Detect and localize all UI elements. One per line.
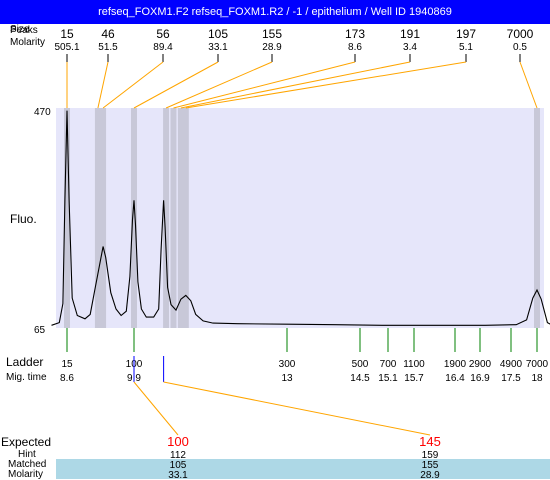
- peak-molarity-label: 28.9: [262, 42, 282, 53]
- hint-value: 112: [170, 450, 186, 461]
- peak-callout-line: [165, 61, 273, 109]
- peak-molarity-label: 505.1: [54, 42, 79, 53]
- ladder-label: Ladder: [6, 355, 44, 369]
- peak-callout-line: [102, 61, 164, 109]
- ladder-size-label: 700: [380, 359, 397, 370]
- peak-size-label: 56: [156, 27, 170, 41]
- peak-callout-line: [133, 61, 219, 109]
- peak-band: [534, 108, 540, 328]
- peak-molarity-label: 3.4: [403, 42, 417, 53]
- peak-callout-line: [97, 61, 109, 109]
- peak-band: [182, 108, 189, 328]
- trace-line: [51, 110, 550, 326]
- peak-callout-line: [185, 61, 467, 109]
- peak-size-label: 191: [400, 27, 420, 41]
- peak-molarity-label: 51.5: [98, 42, 118, 53]
- peak-molarity-label: 89.4: [153, 42, 173, 53]
- peak-molarity-label: 8.6: [348, 42, 362, 53]
- peak-size-label: 7000: [507, 27, 534, 41]
- molarity-bottom-label: Molarity: [8, 469, 44, 480]
- matched-label: Matched: [8, 459, 47, 470]
- molarity-value: 33.1: [168, 470, 188, 480]
- matched-row-band: [56, 459, 550, 469]
- peak-callout-line: [173, 61, 356, 109]
- peak-band: [163, 108, 170, 328]
- expected-value: 145: [419, 434, 441, 449]
- peak-band: [100, 108, 107, 328]
- peak-size-label: 197: [456, 27, 476, 41]
- plot-area: [56, 108, 544, 328]
- peak-molarity-label: 33.1: [208, 42, 228, 53]
- expected-callout-line: [163, 381, 431, 436]
- ladder-size-label: 2900: [469, 359, 492, 370]
- peaks-header: Peaks: [10, 25, 38, 36]
- matched-value: 105: [170, 460, 187, 471]
- ladder-time-label: 15.7: [404, 373, 424, 384]
- peak-size-label: 15: [60, 27, 74, 41]
- expected-value: 100: [167, 434, 189, 449]
- peak-band: [64, 108, 70, 328]
- peak-callout-line: [519, 61, 538, 109]
- y-tick-label: 470: [34, 107, 51, 118]
- molarity-header: Molarity: [10, 37, 46, 48]
- hint-value: 159: [422, 450, 439, 461]
- window-title: refseq_FOXM1.F2 refseq_FOXM1.R2 / -1 / e…: [0, 0, 550, 24]
- ladder-time-label: 16.4: [445, 373, 465, 384]
- peak-size-label: 155: [262, 27, 282, 41]
- peak-callout-line: [180, 61, 411, 109]
- matched-value: 155: [422, 460, 439, 471]
- expected-callout-line: [133, 381, 179, 436]
- y-tick-label: 65: [34, 325, 46, 336]
- peak-band: [170, 108, 177, 328]
- ladder-size-label: 1100: [403, 359, 425, 370]
- ladder-size-label: 500: [352, 359, 369, 370]
- peak-molarity-label: 0.5: [513, 42, 527, 53]
- ladder-time-label: 16.9: [470, 373, 490, 384]
- ladder-size-label: 4900: [500, 359, 523, 370]
- peak-band: [177, 108, 184, 328]
- ladder-time-label: 15.1: [378, 373, 398, 384]
- peak-band: [131, 108, 137, 328]
- peak-size-label: 173: [345, 27, 365, 41]
- mig-time-label: Mig. time: [6, 372, 47, 383]
- ladder-time-label: 18: [531, 373, 543, 384]
- ladder-time-label: 17.5: [501, 373, 521, 384]
- ladder-size-label: 1900: [444, 359, 467, 370]
- peak-molarity-label: 5.1: [459, 42, 473, 53]
- ladder-time-label: 14.5: [350, 373, 370, 384]
- hint-label: Hint: [18, 449, 36, 460]
- peak-band: [94, 108, 101, 328]
- ladder-time-label: 8.6: [60, 373, 74, 384]
- y-axis-label: Fluo.: [10, 212, 37, 226]
- ladder-time-label: 13: [281, 373, 293, 384]
- peak-size-label: 105: [208, 27, 228, 41]
- size-header: Size: [10, 24, 30, 35]
- molarity-row-band: [56, 469, 550, 479]
- ladder-size-label: 300: [279, 359, 296, 370]
- peak-size-label: 46: [101, 27, 115, 41]
- ladder-size-label: 7000: [526, 359, 549, 370]
- ladder-size-label: 15: [61, 359, 73, 370]
- molarity-value: 28.9: [420, 470, 440, 480]
- expected-label: Expected: [1, 435, 52, 449]
